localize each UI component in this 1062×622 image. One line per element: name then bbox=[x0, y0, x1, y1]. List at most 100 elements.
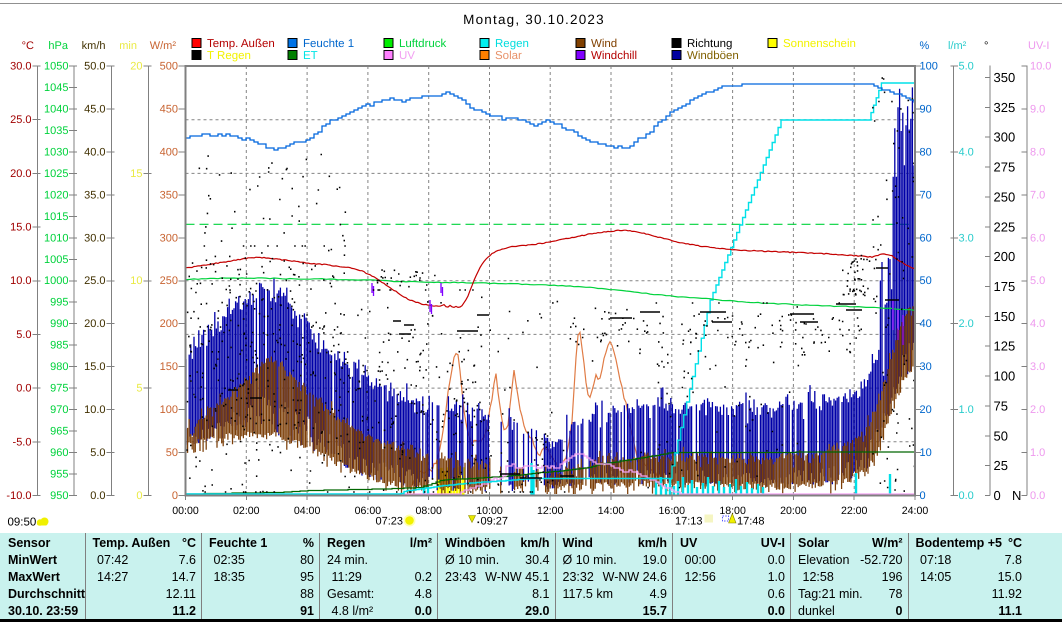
svg-text:960: 960 bbox=[50, 447, 68, 459]
svg-text:3.0: 3.0 bbox=[1030, 361, 1045, 373]
svg-text:1040: 1040 bbox=[44, 104, 68, 116]
svg-text:1030: 1030 bbox=[44, 146, 68, 158]
svg-text:-5.0: -5.0 bbox=[13, 436, 32, 448]
svg-text:3.0: 3.0 bbox=[959, 232, 974, 244]
svg-text:1000: 1000 bbox=[44, 275, 68, 287]
svg-text:975: 975 bbox=[50, 383, 68, 395]
svg-text:350: 350 bbox=[994, 70, 1016, 85]
svg-text:10.0: 10.0 bbox=[1030, 61, 1051, 73]
svg-text:325: 325 bbox=[994, 100, 1016, 115]
svg-text:990: 990 bbox=[50, 318, 68, 330]
svg-text:30: 30 bbox=[920, 361, 932, 373]
svg-text:T Regen: T Regen bbox=[207, 50, 251, 62]
svg-text:min: min bbox=[119, 40, 137, 52]
svg-text:UV: UV bbox=[399, 50, 415, 62]
svg-text:Solar: Solar bbox=[495, 50, 522, 62]
svg-text:200: 200 bbox=[994, 249, 1016, 264]
svg-text:08:00: 08:00 bbox=[415, 505, 442, 517]
svg-text:0: 0 bbox=[172, 490, 178, 502]
svg-text:1045: 1045 bbox=[44, 82, 68, 94]
svg-text:km/h: km/h bbox=[82, 40, 106, 52]
svg-text:125: 125 bbox=[994, 339, 1016, 354]
svg-text:50: 50 bbox=[994, 428, 1008, 443]
svg-text:0: 0 bbox=[994, 488, 1001, 503]
svg-text:300: 300 bbox=[994, 130, 1016, 145]
svg-text:%: % bbox=[920, 40, 930, 52]
svg-text:15: 15 bbox=[130, 168, 142, 180]
svg-text:0: 0 bbox=[136, 490, 142, 502]
svg-text:02:00: 02:00 bbox=[233, 505, 260, 517]
svg-text:100: 100 bbox=[920, 61, 938, 73]
svg-text:Windböen: Windböen bbox=[687, 50, 739, 62]
svg-text:6.0: 6.0 bbox=[1030, 232, 1045, 244]
svg-text:l/m²: l/m² bbox=[948, 40, 967, 52]
svg-text:980: 980 bbox=[50, 361, 68, 373]
svg-text:950: 950 bbox=[50, 490, 68, 502]
svg-text:25.0: 25.0 bbox=[84, 275, 105, 287]
svg-text:24:00: 24:00 bbox=[902, 505, 929, 517]
svg-text:°: ° bbox=[984, 40, 988, 52]
svg-text:10: 10 bbox=[130, 275, 142, 287]
svg-text:N: N bbox=[1012, 488, 1021, 503]
svg-text:hPa: hPa bbox=[48, 40, 68, 52]
svg-text:175: 175 bbox=[994, 279, 1016, 294]
svg-text:9.0: 9.0 bbox=[1030, 104, 1045, 116]
svg-text:ET: ET bbox=[303, 50, 318, 62]
svg-text:15.0: 15.0 bbox=[10, 222, 31, 234]
svg-text:30.0: 30.0 bbox=[84, 232, 105, 244]
svg-text:00:00: 00:00 bbox=[172, 505, 199, 517]
svg-text:1050: 1050 bbox=[44, 61, 68, 73]
svg-text:70: 70 bbox=[920, 189, 932, 201]
svg-text:UV-I: UV-I bbox=[1028, 40, 1049, 52]
svg-text:Temp. Außen: Temp. Außen bbox=[207, 38, 275, 50]
svg-text:250: 250 bbox=[160, 275, 178, 287]
svg-text:W/m²: W/m² bbox=[150, 40, 177, 52]
svg-text:20.0: 20.0 bbox=[10, 168, 31, 180]
svg-text:Sonnenschein: Sonnenschein bbox=[783, 38, 856, 50]
svg-text:965: 965 bbox=[50, 426, 68, 438]
svg-text:7.0: 7.0 bbox=[1030, 189, 1045, 201]
svg-text:10: 10 bbox=[920, 447, 932, 459]
svg-text:20: 20 bbox=[920, 404, 932, 416]
svg-text:0.0: 0.0 bbox=[90, 490, 105, 502]
svg-text:15.0: 15.0 bbox=[84, 361, 105, 373]
svg-text:22:00: 22:00 bbox=[841, 505, 868, 517]
svg-text:Richtung: Richtung bbox=[687, 38, 732, 50]
svg-text:500: 500 bbox=[160, 61, 178, 73]
svg-text:350: 350 bbox=[160, 189, 178, 201]
svg-text:50: 50 bbox=[166, 447, 178, 459]
svg-text:Luftdruck: Luftdruck bbox=[399, 38, 447, 50]
svg-text:100: 100 bbox=[994, 369, 1016, 384]
svg-text:275: 275 bbox=[994, 160, 1016, 175]
svg-text:Regen: Regen bbox=[495, 38, 529, 50]
svg-text:18:00: 18:00 bbox=[719, 505, 746, 517]
svg-text:16:00: 16:00 bbox=[659, 505, 686, 517]
svg-text:12:00: 12:00 bbox=[537, 505, 564, 517]
svg-text:1.0: 1.0 bbox=[959, 404, 974, 416]
svg-text:07:23: 07:23 bbox=[375, 516, 403, 528]
svg-text:0.0: 0.0 bbox=[959, 490, 974, 502]
svg-text:75: 75 bbox=[994, 398, 1008, 413]
svg-text:90: 90 bbox=[920, 104, 932, 116]
svg-text:0.0: 0.0 bbox=[1030, 490, 1045, 502]
svg-text:985: 985 bbox=[50, 340, 68, 352]
svg-text:5.0: 5.0 bbox=[959, 61, 974, 73]
svg-text:35.0: 35.0 bbox=[84, 189, 105, 201]
svg-text:Montag, 30.10.2023: Montag, 30.10.2023 bbox=[463, 12, 605, 27]
svg-text:40.0: 40.0 bbox=[84, 146, 105, 158]
svg-text:1.0: 1.0 bbox=[1030, 447, 1045, 459]
svg-text:25: 25 bbox=[994, 458, 1008, 473]
svg-text:20:00: 20:00 bbox=[780, 505, 807, 517]
svg-text:09:50: 09:50 bbox=[8, 517, 37, 529]
svg-text:0: 0 bbox=[920, 490, 926, 502]
svg-text:-10.0: -10.0 bbox=[6, 490, 31, 502]
svg-text:04:00: 04:00 bbox=[294, 505, 321, 517]
svg-text:17:13: 17:13 bbox=[675, 516, 703, 528]
svg-text:°C: °C bbox=[22, 40, 34, 52]
svg-text:150: 150 bbox=[160, 361, 178, 373]
svg-text:20: 20 bbox=[130, 61, 142, 73]
svg-text:17:48: 17:48 bbox=[737, 516, 765, 528]
svg-text:20.0: 20.0 bbox=[84, 318, 105, 330]
svg-text:100: 100 bbox=[160, 404, 178, 416]
svg-text:0.0: 0.0 bbox=[16, 383, 31, 395]
